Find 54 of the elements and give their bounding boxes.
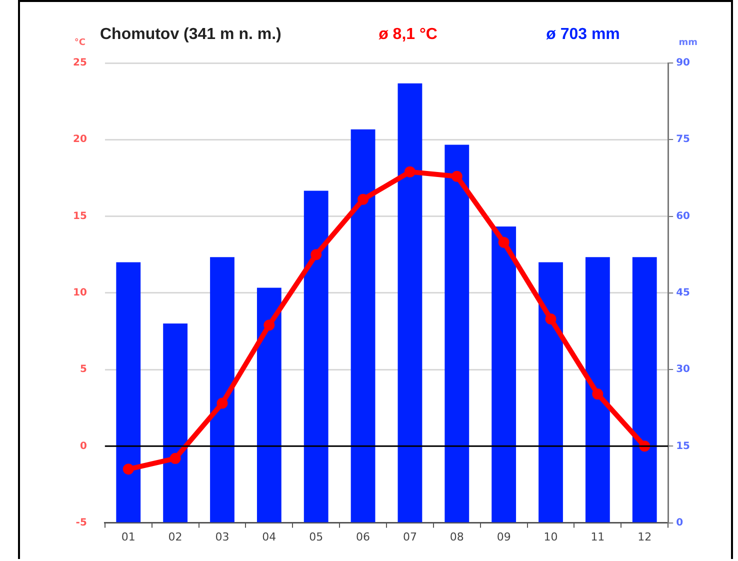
y2-tick-label: 15 (676, 440, 690, 452)
x-tick-label: 03 (215, 530, 230, 544)
y-tick-label: 25 (72, 58, 87, 69)
x-tick-label: 10 (544, 530, 558, 544)
bar (585, 257, 610, 522)
y-tick-label: 5 (80, 364, 87, 376)
bar (492, 226, 516, 522)
point (404, 166, 416, 178)
bar (210, 257, 234, 522)
bar (256, 288, 282, 522)
x-tick-label: 04 (262, 530, 276, 544)
point (122, 464, 134, 475)
y-tick-label: 20 (72, 134, 87, 146)
y2-tick-label: 90 (676, 58, 690, 69)
point (358, 194, 369, 205)
y-axis-title: °C (74, 38, 86, 48)
x-tick-label: 08 (450, 530, 464, 544)
x-tick-label: 11 (590, 530, 605, 544)
point (451, 170, 462, 182)
y2-axis-title: mm (678, 38, 698, 48)
x-tick-label: 12 (638, 530, 652, 544)
text: ø 703 mm (546, 26, 620, 44)
chart-title: Chomutov (341 m n. m.) (100, 26, 282, 44)
y2-tick-label: 45 (676, 287, 690, 298)
point (310, 249, 322, 260)
y2-tick-label: 75 (676, 134, 690, 146)
bar (304, 190, 328, 522)
bar (398, 83, 422, 522)
bar (116, 262, 141, 522)
text: ø 8,1 °C (378, 26, 438, 44)
x-tick-label: 06 (356, 530, 370, 544)
bar (163, 324, 188, 522)
point (216, 398, 228, 409)
x-tick-label: 07 (402, 530, 417, 544)
y2-tick-label: 60 (676, 210, 690, 222)
bar (350, 129, 376, 522)
x-tick-label: 02 (168, 530, 182, 544)
x-tick-label: 05 (309, 530, 324, 544)
point (592, 388, 604, 400)
bar (444, 144, 470, 522)
y2-tick-label: 0 (676, 517, 684, 528)
x-tick-label: 09 (496, 530, 511, 544)
point (498, 236, 510, 248)
bar (632, 257, 657, 522)
y2-tick-label: 30 (676, 364, 690, 376)
y-tick-label: 15 (72, 210, 87, 222)
x-tick-label: 01 (121, 530, 136, 544)
point (545, 313, 556, 324)
point (170, 452, 181, 464)
y-tick-label: 0 (80, 440, 87, 452)
y-tick-label: 10 (72, 287, 87, 298)
point (264, 320, 275, 331)
y-tick-label: -5 (76, 517, 87, 528)
bar (538, 262, 563, 522)
